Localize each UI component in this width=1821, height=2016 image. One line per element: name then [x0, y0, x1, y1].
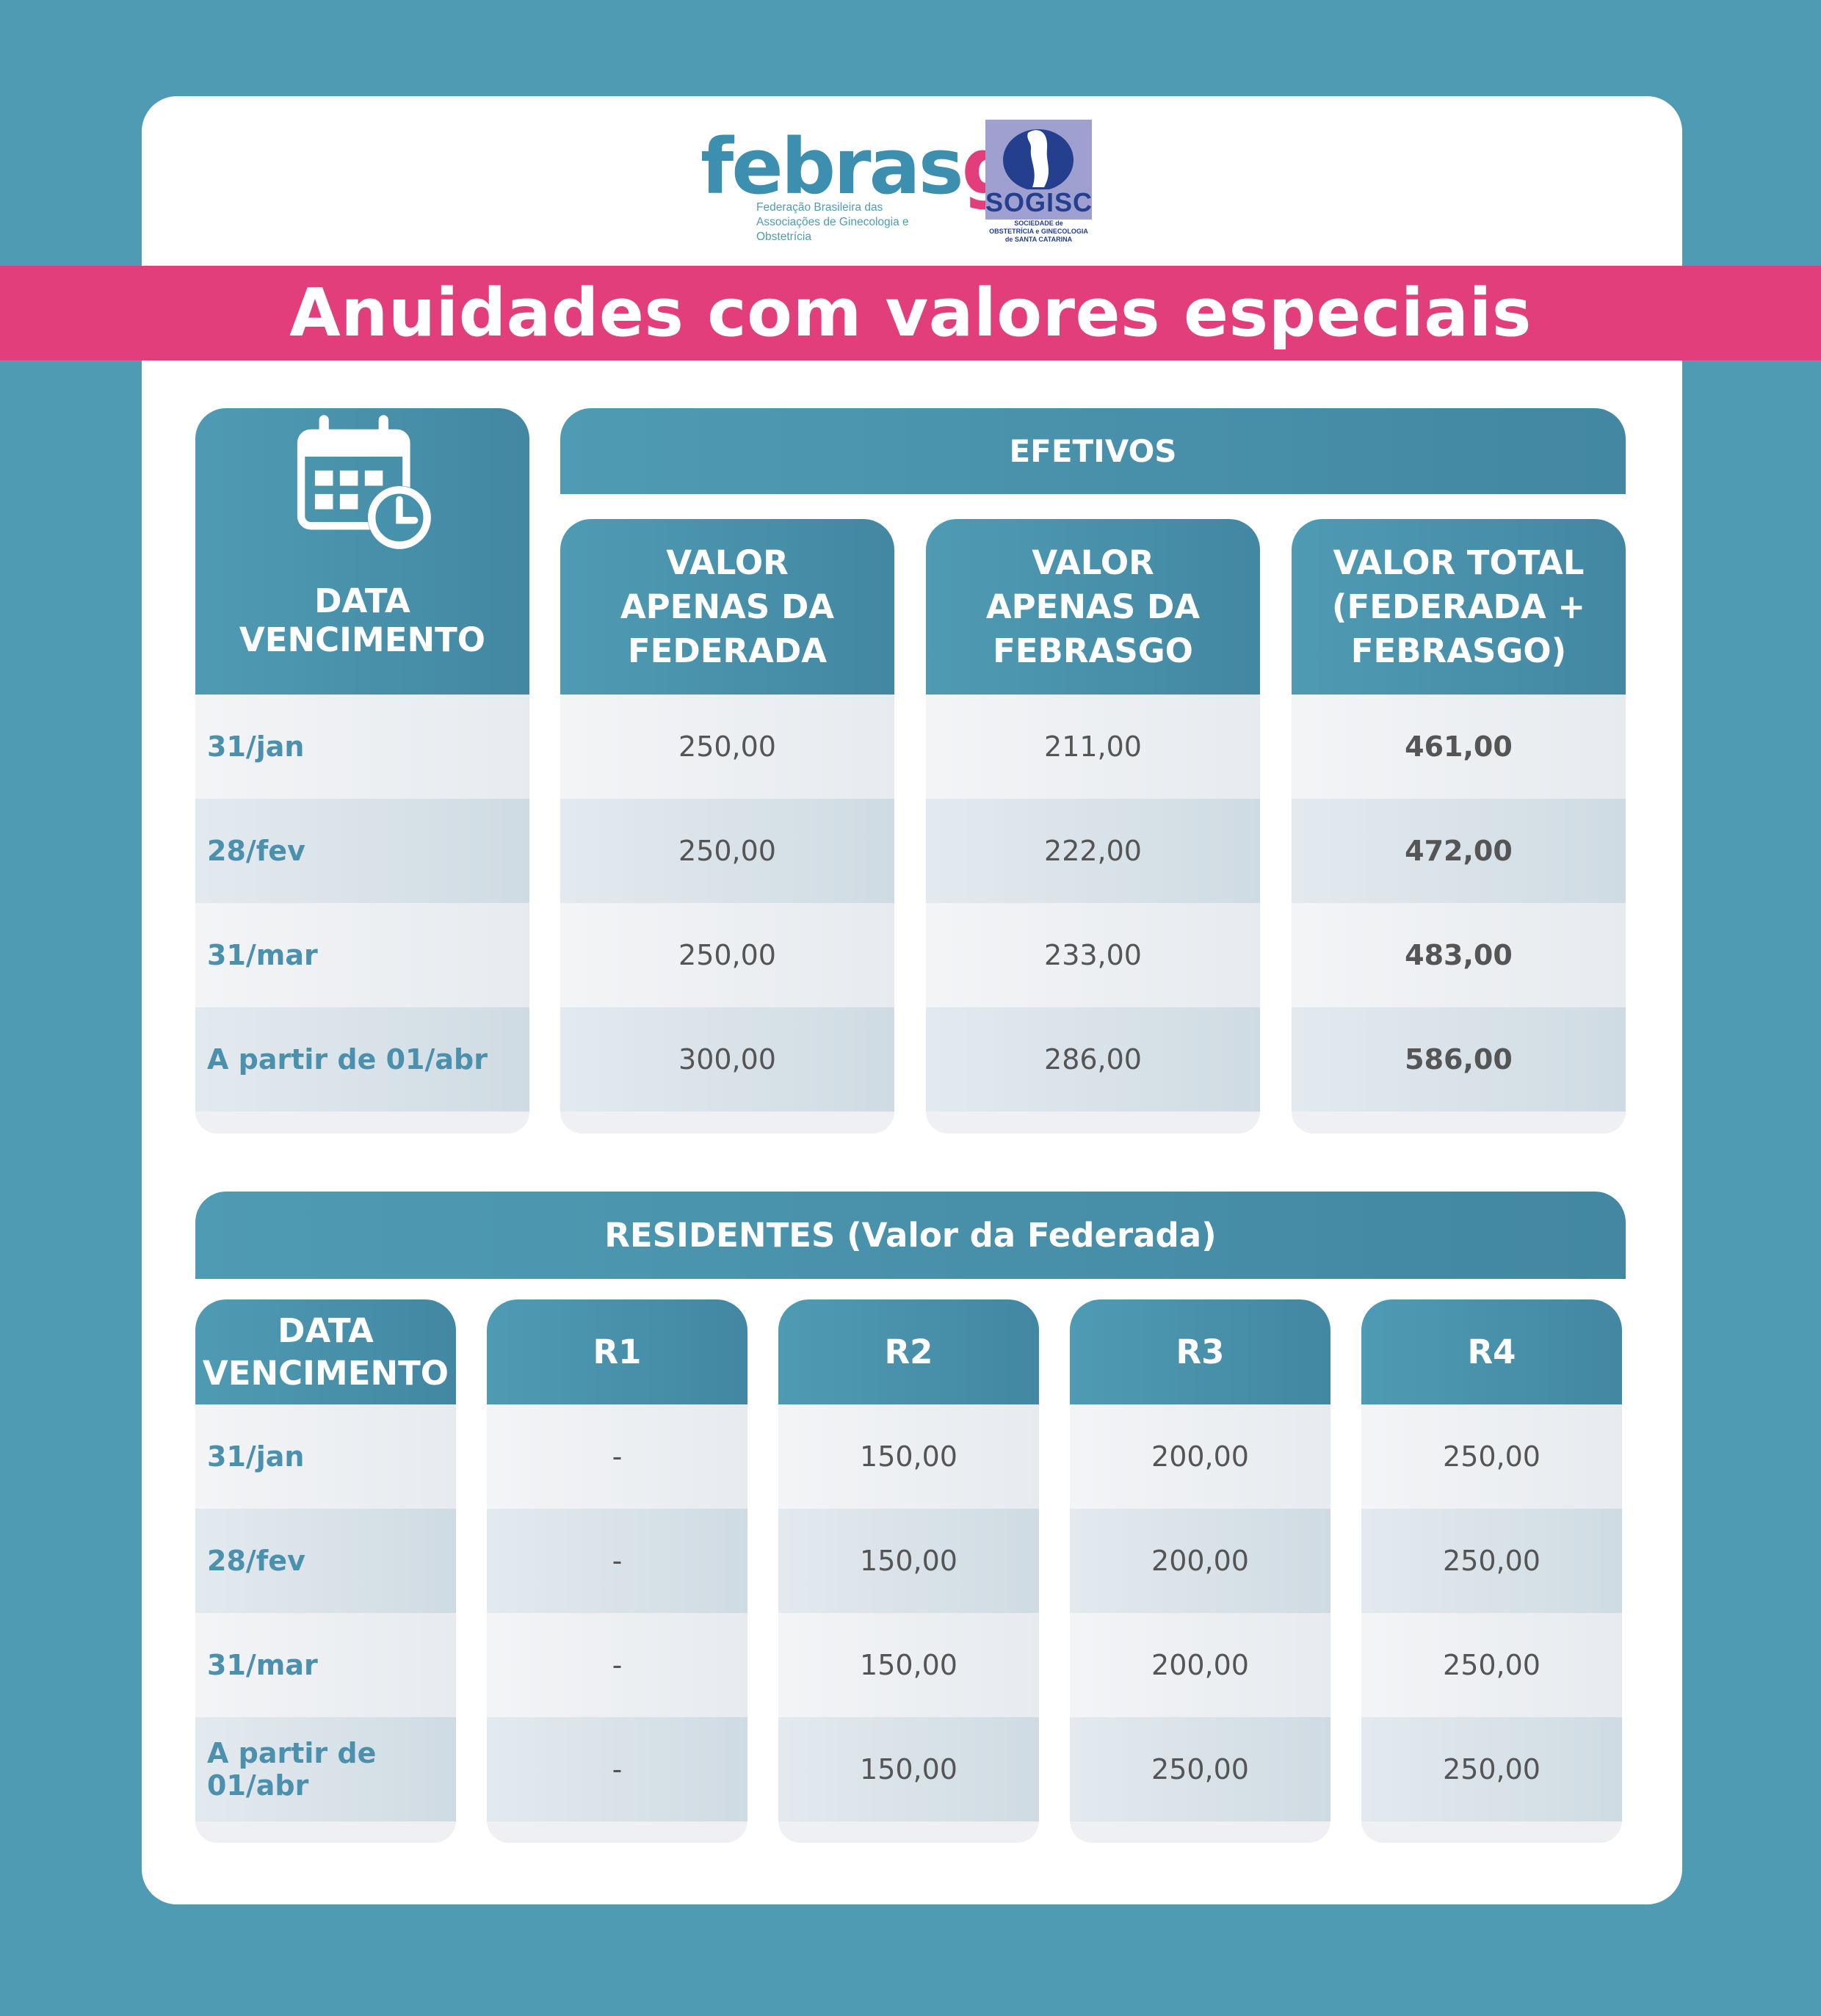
- efetivos-febrasgo-cell: 211,00: [926, 695, 1260, 799]
- residentes-date-header: DATA VENCIMENTO: [195, 1299, 456, 1404]
- residentes-r2-cell: 150,00: [778, 1613, 1039, 1717]
- sogisc-tagline-line3: de SANTA CATARINA: [1004, 236, 1073, 243]
- header-valor-febrasgo: VALOR APENAS DA FEBRASGO: [926, 519, 1260, 695]
- efetivos-total-cell: 461,00: [1292, 695, 1626, 799]
- efetivos-date-cell: 28/fev: [195, 799, 529, 903]
- header-valor-federada: VALOR APENAS DA FEDERADA: [560, 519, 894, 695]
- residentes-date-cell: 31/jan: [195, 1404, 456, 1509]
- residentes-r4-cell: 250,00: [1361, 1404, 1622, 1509]
- residentes-r2-cell: 150,00: [778, 1717, 1039, 1821]
- header-r2: R2: [778, 1299, 1039, 1404]
- efetivos-date-cell: A partir de 01/abr: [195, 1007, 529, 1112]
- header-line: FEBRASGO: [993, 631, 1193, 670]
- efetivos-federada-cell: 250,00: [560, 695, 894, 799]
- header-line: VALOR TOTAL: [1333, 543, 1585, 582]
- febrasgo-word-main: febras: [700, 122, 964, 211]
- sogisc-figure-icon: [1003, 129, 1074, 191]
- residentes-date-cell: A partir de 01/abr: [195, 1717, 456, 1821]
- residentes-r1-cell: -: [487, 1717, 747, 1821]
- header-line: VENCIMENTO: [202, 1353, 449, 1393]
- header-line: APENAS DA: [620, 587, 835, 626]
- residentes-r3-cell: 200,00: [1070, 1404, 1331, 1509]
- page-title: Anuidades com valores especiais: [0, 266, 1821, 360]
- residentes-r3-cell: 200,00: [1070, 1613, 1331, 1717]
- residentes-r4-cell: 250,00: [1361, 1717, 1622, 1821]
- febrasgo-tagline-line2: Associações de Ginecologia e Obstetrícia: [756, 216, 909, 243]
- residentes-date-cell: 31/mar: [195, 1613, 456, 1717]
- header-line: APENAS DA: [985, 587, 1201, 626]
- residentes-r4-cell: 250,00: [1361, 1613, 1622, 1717]
- efetivos-febrasgo-cell: 286,00: [926, 1007, 1260, 1112]
- efetivos-total-cell: 483,00: [1292, 903, 1626, 1007]
- header-line: FEBRASGO): [1350, 631, 1567, 670]
- header-line: DATA: [278, 1310, 374, 1350]
- efetivos-federada-cell: 300,00: [560, 1007, 894, 1112]
- efetivos-group-header: EFETIVOS: [560, 408, 1626, 494]
- header-line: VALOR: [666, 543, 789, 582]
- residentes-r1-cell: -: [487, 1509, 747, 1613]
- date-header-label: DATA VENCIMENTO: [239, 581, 486, 659]
- header-r3: R3: [1070, 1299, 1331, 1404]
- febrasgo-tagline-line1: Federação Brasileira das: [756, 201, 883, 214]
- residentes-r3-cell: 250,00: [1070, 1717, 1331, 1821]
- efetivos-febrasgo-cell: 222,00: [926, 799, 1260, 903]
- residentes-r1-cell: -: [487, 1404, 747, 1509]
- efetivos-total-cell: 472,00: [1292, 799, 1626, 903]
- header-line: VALOR: [1032, 543, 1154, 582]
- residentes-r1-cell: -: [487, 1613, 747, 1717]
- header-valor-total: VALOR TOTAL (FEDERADA + FEBRASGO): [1292, 519, 1626, 695]
- efetivos-federada-cell: 250,00: [560, 799, 894, 903]
- calendar-clock-icon: [297, 415, 431, 550]
- sogisc-tagline-line1: SOCIEDADE de: [1014, 220, 1063, 227]
- sogisc-tagline: SOCIEDADE de OBSTETRÍCIA e GINECOLOGIA d…: [985, 220, 1092, 244]
- header-r4: R4: [1361, 1299, 1622, 1404]
- efetivos-federada-cell: 250,00: [560, 903, 894, 1007]
- efetivos-total-cell: 586,00: [1292, 1007, 1626, 1112]
- febrasgo-tagline: Federação Brasileira das Associações de …: [756, 200, 962, 244]
- efetivos-febrasgo-cell: 233,00: [926, 903, 1260, 1007]
- header-line: (FEDERADA +: [1331, 587, 1586, 626]
- residentes-group-header: RESIDENTES (Valor da Federada): [195, 1192, 1626, 1279]
- efetivos-date-cell: 31/mar: [195, 903, 529, 1007]
- sogisc-logo: SOGISC SOCIEDADE de OBSTETRÍCIA e GINECO…: [985, 120, 1092, 247]
- header-line: FEDERADA: [627, 631, 828, 670]
- header-r1: R1: [487, 1299, 747, 1404]
- efetivos-date-cell: 31/jan: [195, 695, 529, 799]
- efetivos-date-header: DATA VENCIMENTO: [195, 408, 529, 695]
- sogisc-emblem: SOGISC: [985, 120, 1092, 220]
- residentes-date-cell: 28/fev: [195, 1509, 456, 1613]
- residentes-r2-cell: 150,00: [778, 1509, 1039, 1613]
- sogisc-tagline-line2: OBSTETRÍCIA e GINECOLOGIA: [989, 228, 1088, 235]
- residentes-r4-cell: 250,00: [1361, 1509, 1622, 1613]
- sogisc-name: SOGISC: [985, 187, 1093, 217]
- febrasgo-logo: febrasgo Federação Brasileira das Associ…: [700, 128, 1067, 243]
- residentes-r2-cell: 150,00: [778, 1404, 1039, 1509]
- residentes-r3-cell: 200,00: [1070, 1509, 1331, 1613]
